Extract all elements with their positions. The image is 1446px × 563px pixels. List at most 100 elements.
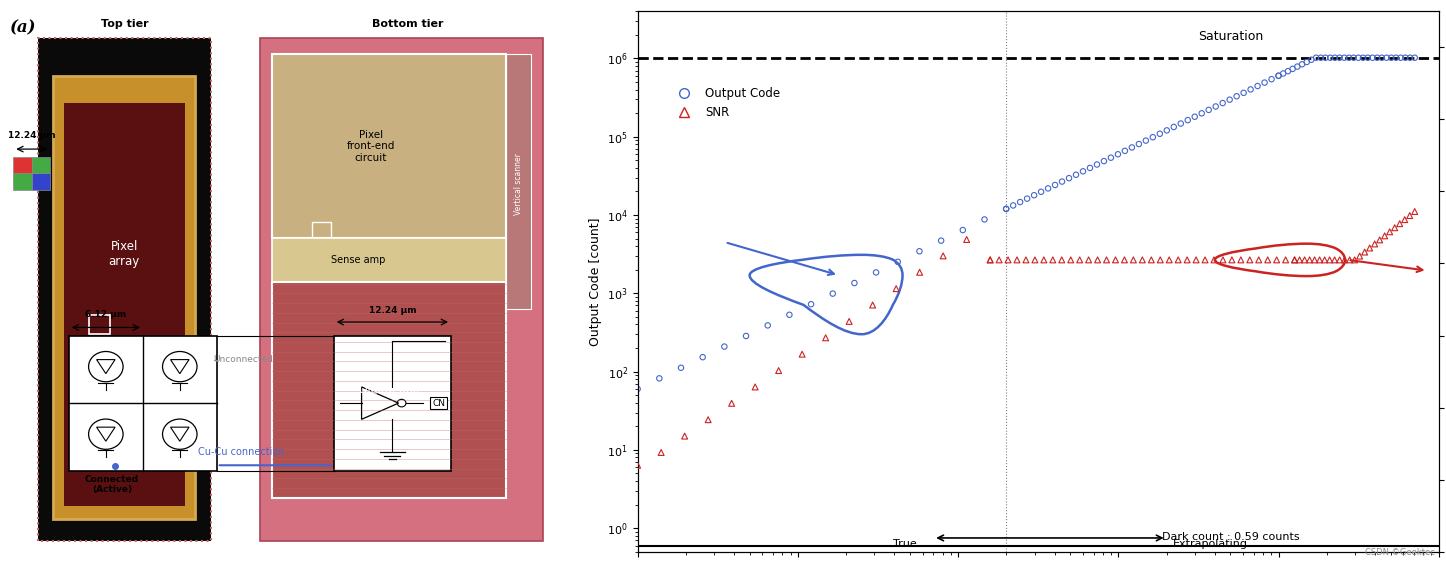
Point <box>1384 53 1407 62</box>
Point <box>930 236 953 245</box>
Point <box>843 279 866 288</box>
Point <box>1319 53 1342 62</box>
Point <box>1314 53 1338 62</box>
Point <box>1338 256 1361 265</box>
Point <box>1122 256 1145 265</box>
Text: 12.24 μm: 12.24 μm <box>9 131 56 140</box>
Point <box>1008 198 1031 207</box>
Text: Dark count : 0.59 counts: Dark count : 0.59 counts <box>1161 532 1299 542</box>
Text: Digital unit: Digital unit <box>359 385 419 395</box>
Point <box>1348 252 1371 261</box>
Point <box>1394 53 1417 62</box>
Text: Connected
(Active): Connected (Active) <box>85 475 139 494</box>
Point <box>1333 53 1356 62</box>
Point <box>1246 82 1270 91</box>
Point <box>1050 256 1073 265</box>
Point <box>735 332 758 341</box>
Text: 12.24 μm: 12.24 μm <box>369 306 416 315</box>
Point <box>865 268 888 277</box>
Point <box>1163 123 1186 132</box>
Polygon shape <box>69 336 217 471</box>
Point <box>691 352 714 361</box>
Point <box>1358 243 1381 252</box>
Point <box>1232 88 1255 97</box>
Point <box>1095 256 1118 265</box>
Point <box>1015 256 1038 265</box>
Point <box>1239 85 1262 94</box>
Point <box>1398 53 1421 62</box>
Point <box>669 363 693 372</box>
Text: True: True <box>892 539 917 549</box>
Point <box>1309 53 1332 62</box>
Point <box>1288 256 1312 265</box>
Point <box>1379 53 1403 62</box>
Polygon shape <box>32 157 51 173</box>
Polygon shape <box>32 173 51 190</box>
Point <box>979 256 1002 265</box>
Point <box>648 374 671 383</box>
Point <box>1220 256 1244 265</box>
Point <box>1155 126 1178 135</box>
Point <box>1205 102 1228 111</box>
Point <box>1327 256 1351 265</box>
Point <box>1281 64 1304 73</box>
Point <box>1077 256 1100 265</box>
Point <box>1271 69 1294 78</box>
Point <box>1005 256 1028 265</box>
Point <box>1176 256 1199 265</box>
Point <box>996 256 1019 265</box>
Point <box>720 399 743 408</box>
Point <box>1274 256 1297 265</box>
Point <box>1259 75 1283 84</box>
Point <box>1064 170 1087 179</box>
Point <box>1148 256 1171 265</box>
Point <box>1044 181 1067 190</box>
Point <box>1248 256 1271 265</box>
Point <box>1128 140 1151 149</box>
Point <box>1197 105 1220 114</box>
Text: 6.12 μm: 6.12 μm <box>85 310 126 319</box>
Polygon shape <box>506 55 531 309</box>
Point <box>1254 78 1277 87</box>
Point <box>1309 256 1332 265</box>
Point <box>1190 109 1213 118</box>
Point <box>1375 53 1398 62</box>
Point <box>1323 53 1346 62</box>
Point <box>1300 55 1323 64</box>
Point <box>713 342 736 351</box>
Point <box>1167 256 1190 265</box>
Point <box>1184 256 1207 265</box>
Point <box>1158 256 1181 265</box>
Point <box>1371 53 1394 62</box>
Point <box>1353 248 1377 257</box>
Text: Vertical scanner: Vertical scanner <box>515 153 523 215</box>
Point <box>1176 115 1199 124</box>
Point <box>649 448 672 457</box>
Point <box>1015 194 1038 203</box>
Point <box>931 251 954 260</box>
Text: Top tier: Top tier <box>101 19 147 29</box>
Point <box>1037 184 1060 193</box>
Point <box>1257 256 1280 265</box>
Point <box>1293 256 1316 265</box>
Point <box>1121 143 1144 152</box>
Legend: Output Code, SNR: Output Code, SNR <box>668 82 785 123</box>
Point <box>1296 57 1319 66</box>
Point <box>1238 256 1261 265</box>
Y-axis label: Output Code [count]: Output Code [count] <box>589 217 602 346</box>
Text: Saturation: Saturation <box>1197 30 1262 43</box>
Point <box>1283 256 1306 265</box>
Point <box>1267 72 1290 81</box>
Point <box>1333 256 1356 265</box>
Point <box>1113 256 1137 265</box>
Point <box>1113 146 1137 155</box>
Point <box>1106 150 1129 159</box>
Point <box>1139 256 1163 265</box>
Point <box>979 256 1002 265</box>
Point <box>1203 256 1226 265</box>
Point <box>1170 119 1193 128</box>
Text: Pixel
front-end
circuit: Pixel front-end circuit <box>347 130 395 163</box>
Point <box>1079 163 1102 172</box>
Text: (a): (a) <box>10 19 36 37</box>
Point <box>814 333 837 342</box>
